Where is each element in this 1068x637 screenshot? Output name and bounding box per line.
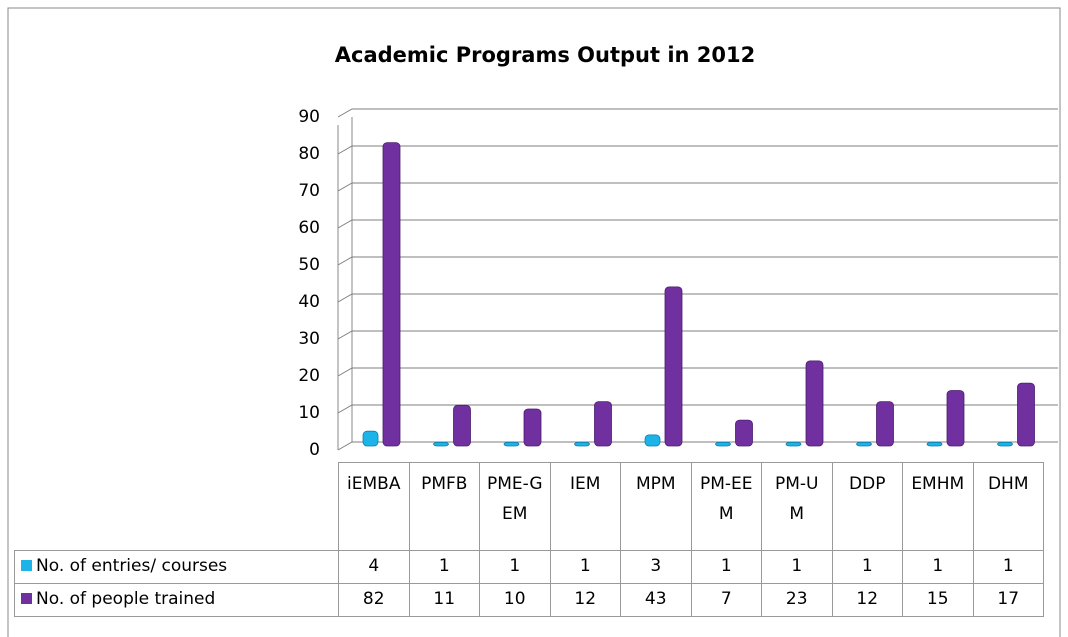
legend-entry: No. of entries/ courses: [14, 550, 339, 584]
y-tick-label: 80: [298, 144, 320, 164]
table-value: 1: [972, 550, 1044, 584]
table-value: 12: [549, 583, 621, 617]
table-value: 1: [761, 550, 833, 584]
grid-line: [337, 330, 1058, 340]
bar: [594, 401, 612, 447]
table-value: 3: [620, 550, 692, 584]
bar: [362, 430, 379, 447]
table-category: iEMBA: [338, 462, 410, 551]
table-value: 23: [761, 583, 833, 617]
y-tick-label: 10: [298, 403, 320, 423]
bar: [382, 142, 401, 447]
table-value: 10: [479, 583, 551, 617]
bar: [1017, 382, 1035, 447]
table-category: DHM: [972, 462, 1044, 551]
legend-label: No. of people trained: [36, 589, 216, 609]
table-category: IEM: [549, 462, 621, 551]
bar: [503, 441, 520, 447]
table-value: 1: [549, 550, 621, 584]
table-category: DDP: [831, 462, 903, 551]
y-tick-label: 40: [298, 292, 320, 312]
bar: [453, 404, 471, 447]
table-value: 4: [338, 550, 410, 584]
table-value: 12: [831, 583, 903, 617]
table-category: PME-GEM: [479, 462, 551, 551]
y-tick-label: 20: [298, 366, 320, 386]
table-value: 82: [338, 583, 410, 617]
bar: [997, 441, 1013, 447]
bar: [664, 286, 683, 447]
table-value: 1: [479, 550, 551, 584]
chart-title: Academic Programs Output in 2012: [335, 43, 756, 67]
legend-swatch: [21, 593, 32, 604]
legend-entry: No. of people trained: [14, 583, 339, 617]
table-value: 15: [902, 583, 974, 617]
bar: [644, 434, 661, 447]
bar: [946, 390, 965, 447]
grid-line: [337, 256, 1058, 266]
grid-line: [337, 108, 1058, 118]
table-category: PMFB: [408, 462, 480, 551]
y-tick-label: 70: [298, 181, 320, 201]
table-value: 1: [831, 550, 903, 584]
grid-line: [337, 145, 1058, 155]
bar: [876, 401, 894, 447]
bar: [735, 419, 753, 447]
table-value: 1: [690, 550, 762, 584]
table-category: MPM: [620, 462, 692, 551]
legend-label: No. of entries/ courses: [36, 556, 228, 576]
grid-line: [337, 367, 1058, 377]
table-value: 43: [620, 583, 692, 617]
bar: [715, 441, 731, 447]
table-value: 1: [408, 550, 480, 584]
grid-line: [337, 219, 1058, 229]
y-tick-label: 60: [298, 218, 320, 238]
y-tick-label: 50: [298, 255, 320, 275]
y-tick-label: 90: [298, 107, 320, 127]
table-value: 7: [690, 583, 762, 617]
bar: [785, 441, 802, 447]
grid-line: [337, 182, 1058, 192]
table-category: EMHM: [902, 462, 974, 551]
chart-border: [7, 7, 1061, 637]
legend-swatch: [21, 560, 32, 571]
table-value: 1: [902, 550, 974, 584]
bar: [433, 441, 449, 447]
grid-line: [337, 293, 1058, 303]
table-category: PM-UM: [761, 462, 833, 551]
bar: [926, 441, 943, 447]
bar: [523, 408, 542, 447]
table-value: 11: [408, 583, 480, 617]
table-category: PM-EEM: [690, 462, 762, 551]
table-value: 17: [972, 583, 1044, 617]
bar: [856, 441, 872, 447]
bar: [805, 360, 824, 447]
bar: [574, 441, 590, 447]
y-tick-label: 30: [298, 329, 320, 349]
y-tick-label: 0: [309, 440, 320, 460]
